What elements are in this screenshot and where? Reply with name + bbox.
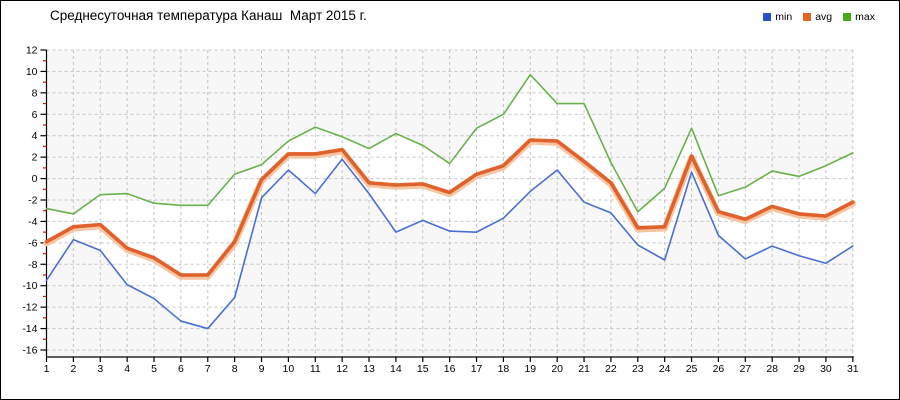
x-tick-label: 8	[232, 363, 238, 375]
min-swatch-icon	[763, 13, 772, 22]
x-tick-label: 5	[151, 363, 157, 375]
chart-title: Среднесуточная температура Канаш Март 20…	[50, 8, 367, 23]
x-tick-label: 17	[471, 363, 483, 375]
x-tick-label: 1	[44, 363, 50, 375]
x-tick-label: 31	[847, 363, 859, 375]
x-tick-label: 13	[363, 363, 375, 375]
x-tick-label: 10	[283, 363, 295, 375]
x-tick-label: 25	[686, 363, 698, 375]
y-tick-label: 6	[32, 109, 38, 121]
x-tick-label: 9	[259, 363, 265, 375]
legend-item-min: min	[763, 12, 792, 23]
x-tick-label: 2	[70, 363, 76, 375]
y-tick-label: -4	[28, 216, 37, 228]
legend-label-max: max	[855, 11, 875, 23]
x-tick-label: 24	[659, 363, 671, 375]
y-tick-label: 2	[32, 152, 38, 164]
y-tick-label: -6	[28, 237, 37, 249]
x-tick-label: 29	[793, 363, 805, 375]
y-tick-label: -16	[22, 344, 37, 356]
x-tick-label: 7	[205, 363, 211, 375]
y-tick-label: -10	[22, 280, 37, 292]
x-tick-label: 3	[97, 363, 103, 375]
x-tick-label: 15	[417, 363, 429, 375]
x-tick-label: 19	[524, 363, 536, 375]
x-tick-label: 22	[605, 363, 617, 375]
y-tick-label: 0	[32, 173, 38, 185]
x-tick-label: 20	[551, 363, 563, 375]
legend-label-avg: avg	[815, 11, 833, 23]
x-tick-label: 11	[310, 363, 321, 375]
y-tick-label: -12	[22, 302, 37, 314]
x-tick-label: 16	[444, 363, 456, 375]
max-line	[45, 73, 854, 215]
x-tick-label: 27	[739, 363, 751, 375]
legend: min avg max	[763, 12, 875, 23]
y-tick-label: 10	[26, 66, 38, 78]
avg-line	[44, 138, 855, 277]
y-tick-label: -2	[28, 194, 37, 206]
y-tick-label: 12	[26, 44, 38, 56]
y-tick-label: 8	[32, 87, 38, 99]
x-tick-label: 6	[178, 363, 184, 375]
x-tick-label: 26	[713, 363, 725, 375]
y-tick-label: 4	[32, 130, 38, 142]
x-tick-label: 28	[766, 363, 778, 375]
min-line	[45, 158, 854, 330]
x-tick-label: 23	[632, 363, 644, 375]
legend-label-min: min	[775, 11, 793, 23]
legend-item-max: max	[843, 12, 875, 23]
x-tick-label: 14	[390, 363, 402, 375]
legend-item-avg: avg	[803, 12, 832, 23]
max-swatch-icon	[843, 13, 852, 22]
y-tick-label: -8	[28, 259, 37, 271]
x-tick-label: 21	[578, 363, 590, 375]
x-tick-label: 30	[820, 363, 832, 375]
x-tick-label: 12	[336, 363, 348, 375]
x-tick-label: 4	[124, 363, 130, 375]
avg-swatch-icon	[803, 13, 812, 22]
y-tick-label: -14	[22, 323, 37, 335]
x-tick-label: 18	[498, 363, 510, 375]
